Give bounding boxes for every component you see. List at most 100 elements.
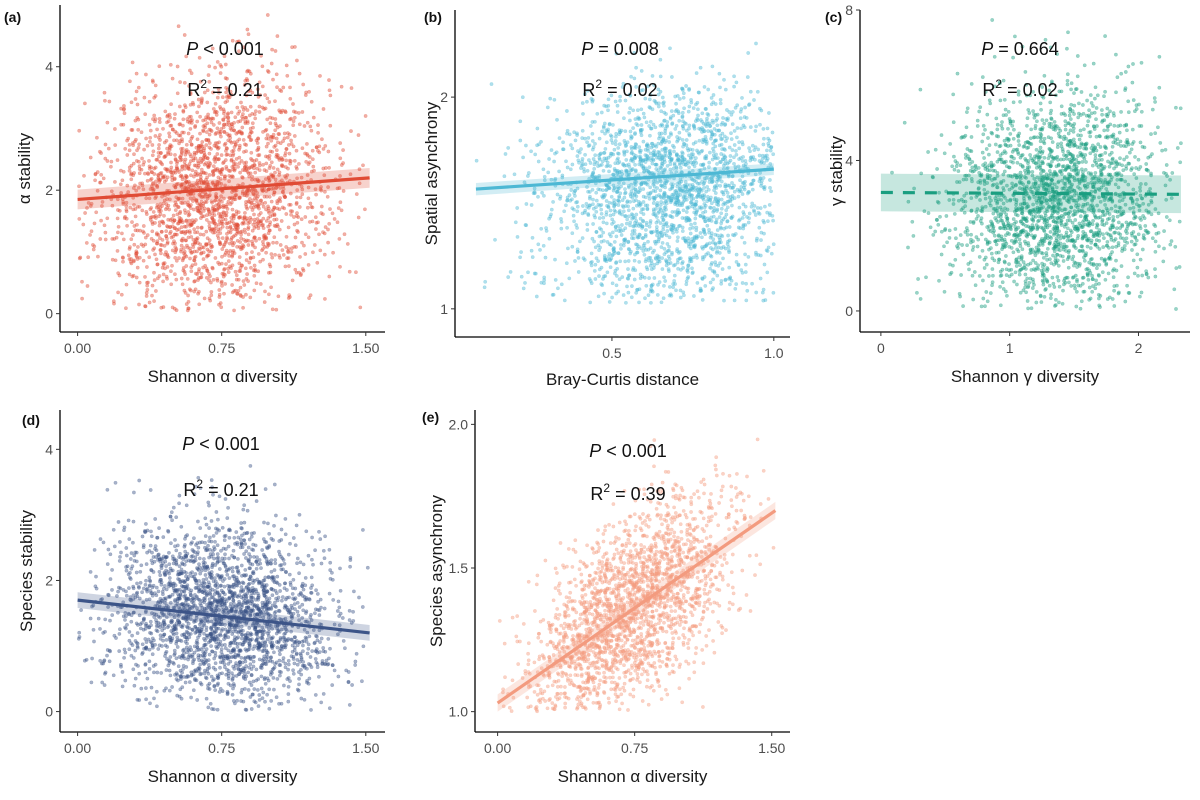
data-point xyxy=(240,168,245,172)
data-point xyxy=(145,287,150,292)
data-point xyxy=(204,143,209,148)
data-point xyxy=(258,211,263,215)
data-point xyxy=(523,280,527,285)
data-point xyxy=(270,255,275,260)
data-point xyxy=(653,241,658,246)
data-point xyxy=(645,157,650,162)
data-point xyxy=(1066,30,1070,35)
data-point xyxy=(193,287,198,292)
data-point xyxy=(144,250,149,254)
data-point xyxy=(113,258,118,263)
data-point xyxy=(746,220,751,225)
data-point xyxy=(327,165,331,170)
data-point xyxy=(207,160,211,165)
data-point xyxy=(664,260,669,265)
data-point xyxy=(708,197,713,202)
data-point xyxy=(217,121,222,125)
data-point xyxy=(217,240,222,245)
data-point xyxy=(313,215,318,220)
data-point xyxy=(261,257,265,262)
data-point xyxy=(697,126,701,131)
data-point xyxy=(169,235,174,240)
data-point xyxy=(610,141,615,145)
data-point xyxy=(232,145,237,149)
data-point xyxy=(698,187,703,192)
data-point xyxy=(153,289,158,293)
data-point xyxy=(233,115,238,120)
data-point xyxy=(225,236,230,241)
data-point xyxy=(649,267,654,272)
data-point xyxy=(665,163,670,168)
data-point xyxy=(238,214,243,219)
data-point xyxy=(283,110,288,115)
data-point xyxy=(153,134,158,138)
data-point xyxy=(242,142,247,147)
data-point xyxy=(230,254,235,259)
data-point xyxy=(82,173,86,178)
data-point xyxy=(127,79,132,84)
data-point xyxy=(217,219,222,223)
data-point xyxy=(613,142,618,147)
data-point xyxy=(711,286,715,290)
data-point xyxy=(1115,226,1119,231)
data-point xyxy=(589,251,594,256)
data-point xyxy=(729,137,734,142)
data-point xyxy=(214,195,219,200)
data-point xyxy=(307,160,312,165)
data-point xyxy=(580,128,585,133)
data-point xyxy=(142,95,147,100)
data-point xyxy=(665,120,670,124)
data-point xyxy=(302,124,307,128)
data-point xyxy=(284,245,289,249)
data-point xyxy=(252,112,257,117)
data-point xyxy=(734,152,739,157)
data-point xyxy=(646,143,651,148)
data-point xyxy=(107,99,112,104)
data-point xyxy=(616,156,620,161)
data-point xyxy=(165,241,170,246)
data-point xyxy=(552,159,556,164)
data-point xyxy=(170,178,175,183)
data-point xyxy=(1091,61,1096,66)
data-point xyxy=(686,159,691,164)
data-point xyxy=(1075,74,1080,79)
data-point xyxy=(252,212,256,217)
data-point xyxy=(1090,289,1095,294)
data-point xyxy=(150,293,154,298)
data-point xyxy=(202,162,207,167)
data-point xyxy=(641,200,646,204)
data-point xyxy=(191,158,196,163)
data-point xyxy=(1167,218,1172,223)
data-point xyxy=(1006,109,1011,114)
data-point xyxy=(502,174,507,179)
data-point xyxy=(178,158,183,163)
data-point xyxy=(1146,168,1151,173)
data-point xyxy=(196,104,201,109)
data-point xyxy=(147,255,152,260)
data-point xyxy=(327,88,332,93)
data-point xyxy=(546,170,551,175)
data-point xyxy=(202,153,207,158)
data-point xyxy=(270,116,275,121)
data-point xyxy=(642,275,647,280)
data-point xyxy=(168,152,173,157)
data-point xyxy=(1086,277,1091,282)
data-point xyxy=(135,257,140,261)
data-point xyxy=(247,113,252,118)
data-point xyxy=(193,125,197,130)
data-point xyxy=(754,250,758,255)
data-point xyxy=(218,214,223,219)
data-point xyxy=(205,268,210,273)
data-point xyxy=(220,283,224,288)
data-point xyxy=(275,167,280,172)
data-point xyxy=(549,148,554,153)
data-point xyxy=(81,222,86,227)
data-point xyxy=(695,148,699,153)
data-point xyxy=(732,84,736,89)
data-point xyxy=(182,208,187,213)
data-point xyxy=(133,137,138,142)
data-point xyxy=(670,75,674,79)
data-point xyxy=(211,277,216,282)
data-point xyxy=(609,194,614,199)
